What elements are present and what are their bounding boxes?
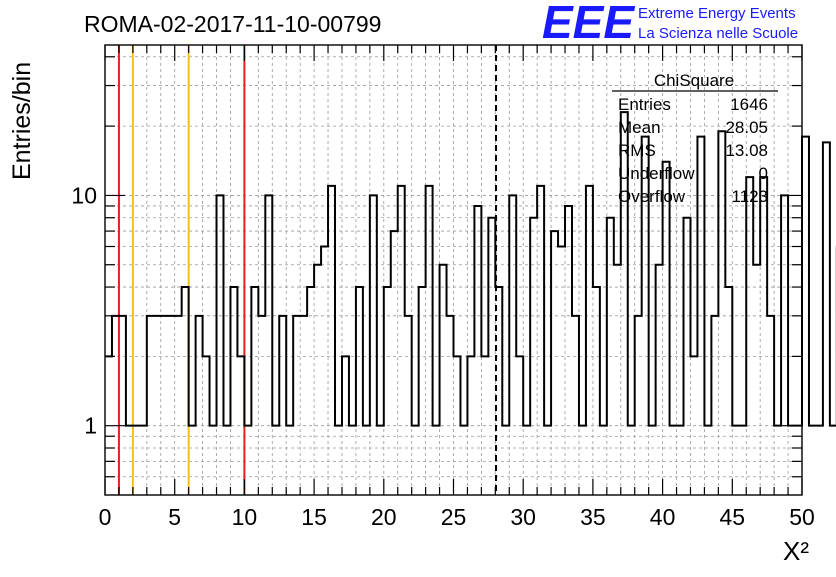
histogram-bin <box>586 186 593 495</box>
histogram-bin <box>161 316 168 495</box>
histogram-bin <box>565 206 572 495</box>
stats-box: ChiSquare Entries 1646 Mean 28.05 RMS 13… <box>612 71 778 206</box>
histogram-bin <box>781 195 788 495</box>
x-tick-label: 20 <box>371 504 397 530</box>
stats-label-overflow: Overflow <box>618 187 686 206</box>
histogram-bin <box>293 316 300 495</box>
histogram-bin <box>328 186 335 495</box>
histogram-bin <box>307 287 314 495</box>
logo-eee: EEE <box>542 0 635 48</box>
histogram-bin <box>175 316 182 495</box>
stats-value-overflow: 1123 <box>731 187 768 206</box>
histogram-bin <box>830 426 836 495</box>
y-tick-label: 10 <box>71 182 97 208</box>
stats-value-underflow: 0 <box>759 164 768 183</box>
x-tick-label: 40 <box>650 504 676 530</box>
histogram-bin <box>614 265 621 495</box>
x-tick-label: 5 <box>168 504 181 530</box>
histogram-bin <box>718 131 725 495</box>
x-tick-label: 50 <box>789 504 815 530</box>
histogram-bin <box>356 287 363 495</box>
histogram-bin <box>405 316 412 495</box>
stats-label-underflow: Underflow <box>618 164 695 183</box>
histogram-bin <box>823 142 830 495</box>
stats-title: ChiSquare <box>654 71 734 90</box>
stats-label-rms: RMS <box>618 141 656 160</box>
logo-line-2: La Scienza nelle Scuole <box>638 25 798 42</box>
histogram-bin <box>746 177 753 495</box>
x-tick-label: 45 <box>720 504 746 530</box>
stats-label-mean: Mean <box>618 118 661 137</box>
histogram-bin <box>147 316 154 495</box>
histogram-bin <box>370 195 377 495</box>
histogram-bin <box>112 316 119 495</box>
x-axis-title: X² <box>783 536 809 566</box>
histogram-bin <box>558 246 565 495</box>
histogram-bin <box>711 316 718 495</box>
stats-value-entries: 1646 <box>730 95 768 114</box>
stats-value-mean: 28.05 <box>725 118 768 137</box>
histogram-bin <box>196 316 203 495</box>
logo-line-1: Extreme Energy Events <box>638 5 796 22</box>
histogram-bin <box>300 316 307 495</box>
y-tick-label: 1 <box>84 413 97 439</box>
x-tick-label: 15 <box>301 504 327 530</box>
x-tick-label: 10 <box>232 504 258 530</box>
histogram-bin <box>635 316 642 495</box>
histogram-bin <box>182 287 189 495</box>
histogram-bin <box>279 316 286 495</box>
histogram-bin <box>663 162 670 495</box>
histogram-bin <box>760 177 767 495</box>
histogram-bin <box>509 195 516 495</box>
histogram-bin <box>593 287 600 495</box>
histogram-bin <box>426 186 433 495</box>
histogram-bin <box>251 287 258 495</box>
histogram-bin <box>384 287 391 495</box>
histogram-bin <box>767 316 774 495</box>
histogram-bin <box>447 316 454 495</box>
histogram-bin <box>154 316 161 495</box>
x-tick-label: 25 <box>441 504 467 530</box>
histogram-bin <box>391 231 398 495</box>
histogram-bin <box>419 287 426 495</box>
histogram-bin <box>572 316 579 495</box>
histogram-bin <box>753 265 760 495</box>
stats-value-rms: 13.08 <box>725 141 768 160</box>
y-axis-title: Entries/bin <box>8 62 36 180</box>
histogram-bin <box>321 246 328 495</box>
histogram-bin <box>217 195 224 495</box>
histogram-bin <box>816 426 823 495</box>
run-title: ROMA-02-2017-11-10-00799 <box>84 11 381 37</box>
histogram-bin <box>537 186 544 495</box>
stats-label-entries: Entries <box>618 95 671 114</box>
histogram-bin <box>809 426 816 495</box>
histogram-bin <box>656 265 663 495</box>
x-tick-label: 30 <box>510 504 536 530</box>
histogram-bin <box>474 206 481 495</box>
x-tick-label: 35 <box>580 504 606 530</box>
histogram-bars <box>105 111 836 495</box>
histogram-bin <box>725 287 732 495</box>
histogram-bin <box>802 137 809 495</box>
histogram-bin <box>440 265 447 495</box>
x-tick-label: 0 <box>99 504 112 530</box>
axis-ticks <box>104 45 803 495</box>
histogram-bin <box>119 316 126 495</box>
histogram-bin <box>314 265 321 495</box>
histogram-bin <box>258 316 265 495</box>
histogram-bin <box>168 316 175 495</box>
histogram-bin <box>398 186 405 495</box>
histogram-bin <box>230 287 237 495</box>
axis-tick-labels: 0 5 10 15 20 25 30 35 40 45 50 1 10 <box>71 182 814 530</box>
histogram-bin <box>265 195 272 495</box>
histogram-bin <box>551 231 558 495</box>
